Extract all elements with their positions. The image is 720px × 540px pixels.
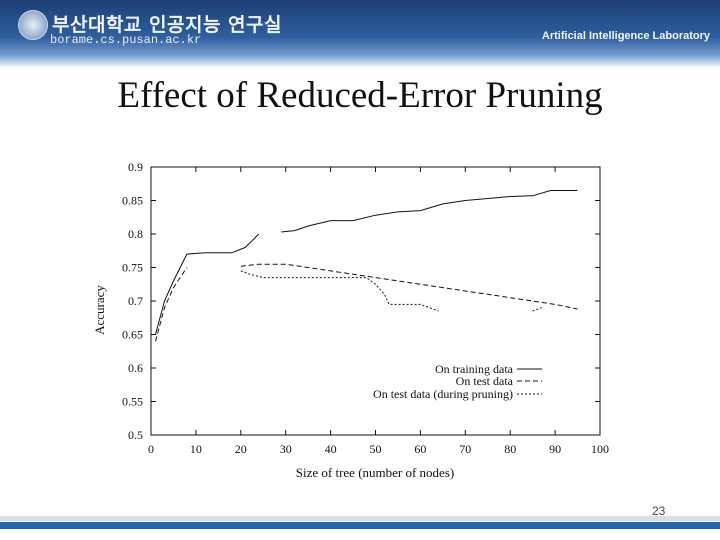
series-line-training-segment-1 bbox=[281, 190, 578, 233]
y-tick-label: 0.65 bbox=[122, 328, 143, 342]
series-lines bbox=[155, 190, 578, 342]
y-tick-label: 0.75 bbox=[122, 261, 143, 275]
y-tick-label: 0.55 bbox=[122, 395, 143, 409]
x-tick-label: 10 bbox=[190, 442, 202, 456]
org-name: 부산대학교 인공지능 연구실 bbox=[52, 14, 282, 36]
x-tick-label: 50 bbox=[370, 442, 382, 456]
y-axis-label: Accuracy bbox=[92, 285, 107, 335]
y-tick-label: 0.85 bbox=[122, 194, 143, 208]
x-axis-label: Size of tree (number of nodes) bbox=[296, 465, 454, 480]
page-number: 23 bbox=[652, 504, 666, 518]
series-line-pruning-segment-1 bbox=[532, 307, 542, 312]
slide-title: Effect of Reduced-Error Pruning bbox=[117, 75, 603, 116]
x-tick-label: 70 bbox=[459, 442, 471, 456]
x-tick-label: 30 bbox=[280, 442, 292, 456]
series-line-training-segment-0 bbox=[155, 233, 260, 335]
x-tick-label: 90 bbox=[549, 442, 561, 456]
y-tick-label: 0.9 bbox=[128, 160, 143, 174]
lab-name: Artificial Intelligence Laboratory bbox=[541, 30, 710, 42]
legend-label-training: On training data bbox=[435, 362, 514, 376]
y-tick-label: 0.8 bbox=[128, 227, 143, 241]
legend-label-test: On test data bbox=[456, 374, 514, 388]
series-line-pruning-segment-0 bbox=[240, 270, 439, 312]
x-tick-label: 60 bbox=[414, 442, 426, 456]
x-tick-label: 40 bbox=[325, 442, 337, 456]
site-url: borame.cs.pusan.ac.kr bbox=[50, 33, 202, 47]
x-tick-label: 100 bbox=[591, 442, 609, 456]
x-tick-label: 80 bbox=[504, 442, 516, 456]
y-axis-ticks: 0.5 0.55 0.6 0.65 0.7 0.75 0.8 0.85 0.9 bbox=[122, 160, 600, 442]
accuracy-chart: 0.5 0.55 0.6 0.65 0.7 0.75 0.8 0.85 0.9 0 10 20 30 4… bbox=[92, 160, 609, 480]
x-axis-ticks: 0 10 20 30 40 50 60 70 80 90 100 bbox=[148, 167, 609, 456]
x-tick-label: 20 bbox=[235, 442, 247, 456]
x-tick-label: 0 bbox=[148, 442, 154, 456]
series-line-test-segment-0 bbox=[155, 267, 188, 342]
slide-header: 부산대학교 인공지능 연구실 borame.cs.pusan.ac.kr Art… bbox=[0, 0, 720, 68]
legend-label-pruning: On test data (during pruning) bbox=[373, 387, 513, 401]
footer-strip bbox=[0, 516, 720, 521]
y-tick-label: 0.7 bbox=[128, 294, 143, 308]
y-tick-label: 0.6 bbox=[128, 361, 143, 375]
y-tick-label: 0.5 bbox=[128, 428, 143, 442]
footer-bar bbox=[0, 522, 720, 529]
legend: On training data On test data On test da… bbox=[373, 362, 542, 401]
series-line-test-segment-1 bbox=[240, 263, 578, 310]
university-seal-icon bbox=[18, 10, 48, 40]
